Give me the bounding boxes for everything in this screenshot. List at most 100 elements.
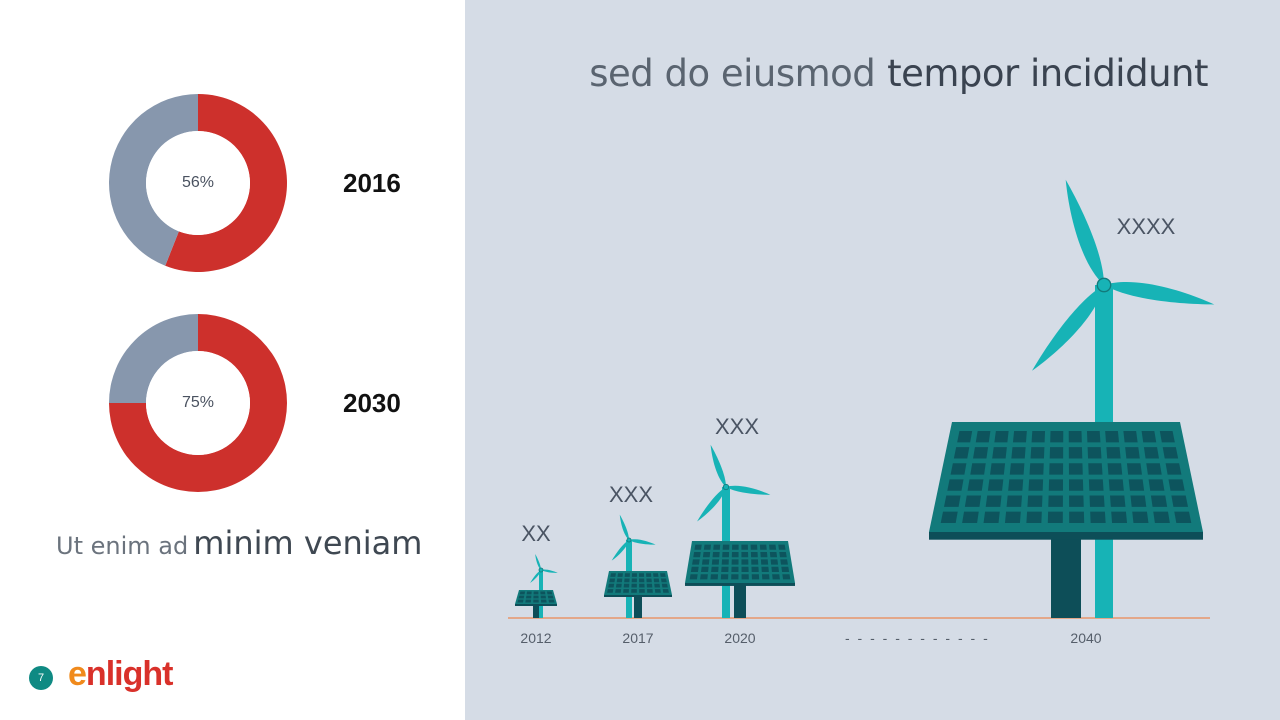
solar-panel-2020-cell (693, 552, 701, 558)
solar-panel-2012-edge (515, 604, 557, 606)
solar-panel-2020-cell (701, 566, 709, 572)
solar-panel-2017-face (604, 571, 672, 595)
solar-panel-2012-cell (519, 591, 526, 595)
logo-rest: nlight (85, 655, 174, 693)
solar-panel-2017-cell (607, 589, 614, 593)
solar-panel-2040-cell (1049, 463, 1064, 475)
installation-2020 (685, 444, 795, 618)
solar-panel-2020-cell (782, 574, 791, 580)
axis-tick-2017: 2017 (622, 630, 654, 646)
solar-panel-2040-cell (1106, 447, 1121, 459)
solar-panel-2040-cell (1128, 479, 1145, 491)
title-strong: tempor incididunt (887, 52, 1208, 95)
turbine-2020-blade (697, 487, 726, 522)
solar-panel-2017-cell (631, 578, 637, 583)
solar-panel-2012-cell (548, 599, 555, 603)
solar-panel-2020-cell (778, 544, 786, 550)
solar-panel-2020-cell (721, 566, 729, 572)
solar-panel-2020-cell (779, 552, 787, 558)
donut-1-slice-0 (109, 314, 287, 492)
turbine-2040-blade (1032, 285, 1104, 371)
solar-panel-2017-cell (639, 583, 645, 588)
solar-panel-2017-stand (634, 595, 642, 618)
solar-panel-2017-cell (609, 578, 616, 583)
solar-panel-2040-cell (1107, 463, 1123, 475)
solar-panel-2040-cell (970, 463, 986, 475)
solar-panel-2020-cell (741, 574, 749, 580)
solar-panel-2020-cell (769, 552, 778, 558)
subtitle-strong: minim veniam (193, 524, 423, 562)
solar-panel-2020-cell (750, 552, 758, 558)
solar-panel-2020-cell (781, 566, 790, 572)
solar-panel-2020-cell (741, 559, 749, 565)
solar-panel-2040-cell (1012, 431, 1027, 443)
solar-panel-2017-cell (639, 573, 645, 577)
solar-panel-2017-cell (624, 573, 630, 577)
solar-panel-2017-cell (608, 583, 615, 588)
solar-panel-2040-cell (950, 463, 967, 475)
solar-panel-2012-cell (533, 595, 539, 599)
solar-panel-2040-cell (1050, 431, 1064, 443)
axis-tick-2040: 2040 (1070, 630, 1102, 646)
solar-panel-2040-cell (1132, 511, 1149, 523)
solar-panel-2040-cell (957, 431, 973, 443)
page-number: 7 (29, 666, 53, 690)
solar-panel-2040-cell (1174, 511, 1192, 523)
slide-title: sed do eiusmod tempor incididunt (540, 52, 1208, 95)
solar-panel-2020-face (685, 541, 795, 583)
solar-panel-2040-cell (1027, 495, 1043, 507)
solar-panel-2040-cell (987, 479, 1004, 491)
solar-panel-2020-cell (721, 559, 729, 565)
turbine-2017-hub (626, 537, 632, 543)
solar-panel-2020-cell (741, 552, 749, 558)
turbine-2012-hub (538, 567, 544, 573)
solar-panel-2017-cell (646, 573, 652, 577)
solar-panel-2012-cell (517, 599, 524, 603)
solar-panel-2040-cell (1171, 495, 1189, 507)
solar-panel-2040-cell (1148, 479, 1165, 491)
solar-panel-2020-cell (741, 544, 748, 550)
solar-panel-2020-cell (701, 559, 710, 565)
solar-panel-2020-cell (700, 574, 708, 580)
solar-panel-2017-cell (623, 583, 630, 588)
bar-value-label-2040: XXXX (1116, 214, 1176, 239)
solar-panel-2017-cell (623, 589, 629, 593)
turbine-2040-hub (1096, 277, 1112, 293)
solar-panel-2040-cell (1009, 463, 1025, 475)
turbine-2020-blade (710, 444, 726, 487)
logo-e: e (68, 655, 87, 693)
solar-panel-2040-cell (1126, 463, 1142, 475)
solar-panel-2040-cell (1068, 447, 1083, 459)
year-2030-label: 2030 (343, 388, 401, 418)
solar-panel-2020-cell (692, 559, 700, 565)
right-panel (465, 0, 1280, 720)
solar-panel-2017-cell (662, 589, 669, 593)
solar-panel-2040-cell (967, 479, 984, 491)
solar-panel-2012-cell (525, 599, 532, 603)
solar-panel-2012-cell (533, 599, 539, 603)
solar-panel-2040-cell (1006, 495, 1023, 507)
turbine-2017-blade (619, 514, 629, 540)
solar-panel-2040-cell (1105, 431, 1120, 443)
solar-panel-2040-cell (1048, 495, 1063, 507)
solar-panel-2017-cell (660, 573, 666, 577)
solar-panel-2017-cell (616, 578, 623, 583)
solar-panel-2012-cell (547, 595, 554, 599)
solar-panel-2040-cell (1165, 463, 1182, 475)
solar-panel-2017-cell (653, 573, 659, 577)
solar-panel-2020-cell (711, 566, 719, 572)
solar-panel-2017-cell (654, 583, 661, 588)
solar-panel-2040-cell (1130, 495, 1147, 507)
solar-panel-2012-cell (525, 595, 532, 599)
turbine-2020-blade (726, 485, 771, 495)
solar-panel-2020-stand (734, 583, 746, 618)
solar-panel-2040-cell (1086, 431, 1101, 443)
solar-panel-2020-cell (690, 566, 699, 572)
turbine-2017-blade (611, 540, 629, 561)
solar-panel-2017-cell (610, 573, 616, 577)
solar-panel-2020-cell (712, 552, 720, 558)
solar-panel-2040-stand (1051, 532, 1081, 618)
solar-panel-2040-cell (1004, 511, 1021, 523)
axis-gap-dashes: - - - - - - - - - - - - (845, 630, 990, 646)
solar-panel-2040-cell (953, 447, 970, 459)
